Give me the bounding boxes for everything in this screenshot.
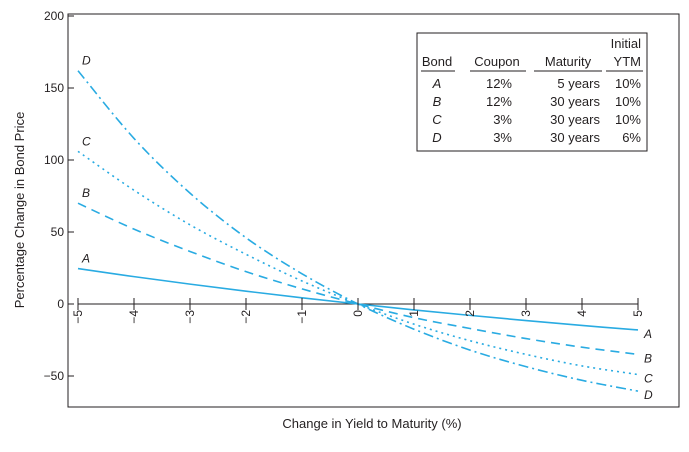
x-tick-label: 2: [463, 310, 477, 317]
legend-cell: A: [432, 76, 442, 91]
legend-cell: 6%: [622, 130, 641, 145]
x-tick-label: 3: [519, 310, 533, 317]
x-axis-title: Change in Yield to Maturity (%): [282, 416, 461, 431]
series-label-right: B: [644, 351, 652, 365]
series-line-d: [77, 70, 639, 392]
series-line-b: [77, 202, 639, 356]
legend-cell: 12%: [486, 76, 512, 91]
legend-cell: 5 years: [557, 76, 600, 91]
x-tick-label: 4: [575, 310, 589, 317]
legend-header: Maturity: [545, 54, 592, 69]
y-axis-ticks: −50 0 50 100 150 200: [44, 9, 74, 383]
legend-header: YTM: [614, 54, 641, 69]
legend-cell: 30 years: [550, 94, 600, 109]
plot-frame: [67, 13, 680, 408]
series-line-c: [77, 150, 639, 376]
series-label-left: C: [82, 134, 91, 148]
series-label-right: C: [644, 372, 653, 386]
legend-cell: 10%: [615, 112, 641, 127]
series-label-left: A: [81, 252, 90, 266]
legend-cell: B: [433, 94, 442, 109]
series-label-right: D: [644, 388, 653, 402]
legend-cell: 3%: [493, 130, 512, 145]
legend-cell: 3%: [493, 112, 512, 127]
legend-cell: 10%: [615, 94, 641, 109]
legend-cell: 30 years: [550, 112, 600, 127]
y-tick-label: 150: [44, 81, 64, 95]
legend-cell: 30 years: [550, 130, 600, 145]
legend-header: Bond: [422, 54, 452, 69]
legend-cell: 10%: [615, 76, 641, 91]
y-tick-label: −50: [44, 369, 65, 383]
x-tick-label: −5: [71, 310, 85, 324]
y-tick-label: 200: [44, 9, 64, 23]
legend-cell: 12%: [486, 94, 512, 109]
series-label-left: B: [82, 186, 90, 200]
series-label-right: A: [643, 327, 652, 341]
x-tick-label: 1: [407, 310, 421, 317]
y-axis-title: Percentage Change in Bond Price: [12, 112, 27, 309]
x-tick-label: −4: [127, 310, 141, 324]
x-axis-ticks: −5 −4 −3 −2 −1 0 1 2 3 4 5: [71, 298, 645, 324]
legend-cell: C: [432, 112, 442, 127]
y-tick-label: 0: [57, 297, 64, 311]
x-tick-label: 5: [631, 310, 645, 317]
legend-frame: [416, 32, 648, 152]
series-label-left: D: [82, 54, 91, 68]
legend-header: Initial: [611, 36, 641, 51]
x-tick-label: −1: [295, 310, 309, 324]
legend-cell: D: [432, 130, 441, 145]
x-tick-label: −2: [239, 310, 253, 324]
y-tick-label: 100: [44, 153, 64, 167]
x-tick-label: −3: [183, 310, 197, 324]
legend-box: Initial Bond Coupon Maturity YTM A 12% 5 years 1…: [416, 32, 648, 152]
y-tick-label: 50: [51, 225, 65, 239]
x-tick-label: 0: [351, 310, 365, 317]
legend-header: Coupon: [474, 54, 520, 69]
